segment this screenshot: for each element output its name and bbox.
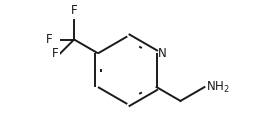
Text: N: N [158,47,167,60]
Text: F: F [46,33,53,46]
Text: F: F [52,47,59,60]
Text: F: F [71,4,78,17]
Text: NH$_2$: NH$_2$ [206,80,230,95]
